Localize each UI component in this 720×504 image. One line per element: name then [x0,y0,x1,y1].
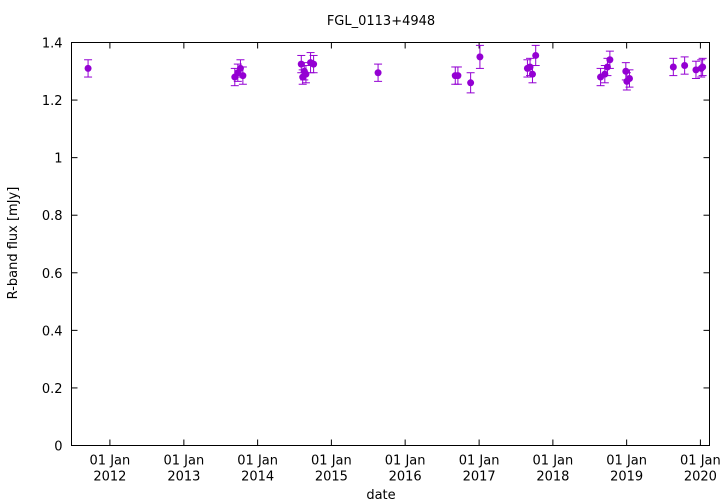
y-tick-label: 0.4 [42,324,63,339]
x-tick-label: 01 Jan [90,454,131,469]
data-marker [699,63,707,71]
x-tick-label: 01 Jan [385,454,426,469]
y-tick-label: 0.2 [42,382,63,397]
data-point [625,69,634,88]
data-marker [302,70,310,78]
data-marker [239,72,247,80]
x-tick-label: 2013 [167,470,200,485]
data-marker [454,72,462,80]
data-marker [681,62,689,70]
data-point [453,66,462,85]
x-tick-label: 2018 [536,470,569,485]
x-axis-label: date [366,488,395,503]
x-tick-label: 2019 [610,470,643,485]
x-tick-label: 01 Jan [237,454,278,469]
plot-frame [71,42,710,446]
data-point [680,56,689,75]
data-point [531,44,540,67]
data-marker [310,60,318,68]
x-tick-label: 2015 [315,470,348,485]
x-tick-label: 01 Jan [311,454,352,469]
data-marker [625,74,633,82]
data-marker [606,56,614,64]
data-point [238,66,247,85]
data-marker [467,79,475,87]
data-marker [692,66,700,74]
data-points [84,44,707,94]
y-tick-label: 0 [54,440,62,455]
data-marker [84,64,92,72]
y-axis: 0 0.2 0.4 0.6 0.8 1 1.2 1.4 [42,37,710,455]
data-marker [528,70,536,78]
data-marker [374,69,382,77]
data-point [475,44,484,69]
data-point [374,63,383,82]
data-point [309,54,318,74]
x-tick-label: 2017 [463,470,496,485]
y-axis-label: R-band flux [mJy] [6,187,21,300]
y-tick-label: 1.2 [42,94,63,109]
x-tick-label: 01 Jan [680,454,720,469]
chart-title: FGL_0113+4948 [327,14,435,29]
y-tick-label: 1.4 [42,37,63,52]
data-marker [622,67,630,75]
x-tick-label: 01 Jan [533,454,574,469]
data-point [698,57,707,77]
y-tick-label: 0.8 [42,209,63,224]
y-tick-label: 1 [54,152,62,167]
x-tick-label: 2020 [684,470,717,485]
x-tick-label: 2012 [93,470,126,485]
data-point [605,50,614,69]
data-point [669,57,678,77]
data-point [691,60,700,79]
x-tick-label: 2016 [389,470,422,485]
x-tick-label: 01 Jan [606,454,647,469]
data-marker [476,53,484,61]
data-point [84,59,93,78]
y-tick-label: 0.6 [42,267,63,282]
x-tick-label: 01 Jan [459,454,500,469]
data-point [466,72,475,94]
x-tick-label: 01 Jan [164,454,205,469]
x-tick-label: 2014 [241,470,274,485]
data-marker [297,60,305,68]
data-marker [532,51,540,59]
data-marker [669,63,677,71]
